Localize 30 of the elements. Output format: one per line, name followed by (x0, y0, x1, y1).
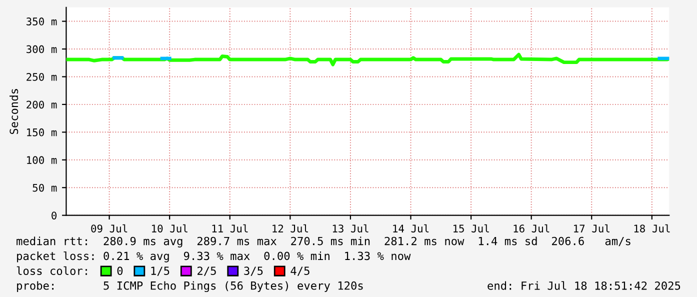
y-tick-label: 250 m (26, 72, 57, 81)
y-tick-label: 0 (52, 212, 57, 220)
x-tick-label: 09 Jul (91, 224, 128, 232)
line-series (66, 52, 670, 66)
text: probe: 5 ICMP Echo Pings (56 Bytes) every 120s (17, 281, 363, 292)
x-tick-label: 15 Jul (453, 224, 489, 232)
x-tick-label: 13 Jul (332, 224, 368, 232)
x-tick-label: 14 Jul (393, 224, 429, 232)
legend-title: loss color: (16, 266, 87, 276)
text: packet loss: 0.21 % avg 9.33 % max 0.00 % min 1.33 % now (17, 251, 411, 262)
x-tick-label: 18 Jul (634, 224, 670, 232)
y-tick-label: 150 m (27, 128, 57, 136)
text: end: Fri Jul 18 18:51:42 2025 (488, 281, 680, 290)
x-tick-label: 16 Jul (514, 224, 550, 232)
x-tick-label: 10 Jul (152, 224, 188, 232)
y-tick-label: 350 m (26, 18, 57, 26)
x-tick-label: 11 Jul (212, 224, 248, 232)
y-tick-label: 300 m (26, 45, 57, 54)
legend-label: 1/5 (151, 266, 170, 276)
y-tick-label: 200 m (26, 100, 57, 109)
y-axis-title: Seconds (10, 89, 18, 134)
y-tick-label: 100 m (27, 156, 57, 164)
legend-label: 3/5 (244, 266, 263, 276)
y-tick-label: 50 m (32, 184, 57, 192)
legend-label: 0 (117, 266, 123, 276)
legend-label: 2/5 (198, 266, 216, 276)
x-tick-label: 17 Jul (574, 224, 610, 232)
text: median rtt: 280.9 ms avg 289.7 ms max 270.5 ms min 281.2 ms now 1.4 ms sd 206.6 am/s (16, 236, 630, 248)
legend-label: 4/5 (290, 266, 310, 276)
x-tick-label: 12 Jul (272, 224, 308, 232)
